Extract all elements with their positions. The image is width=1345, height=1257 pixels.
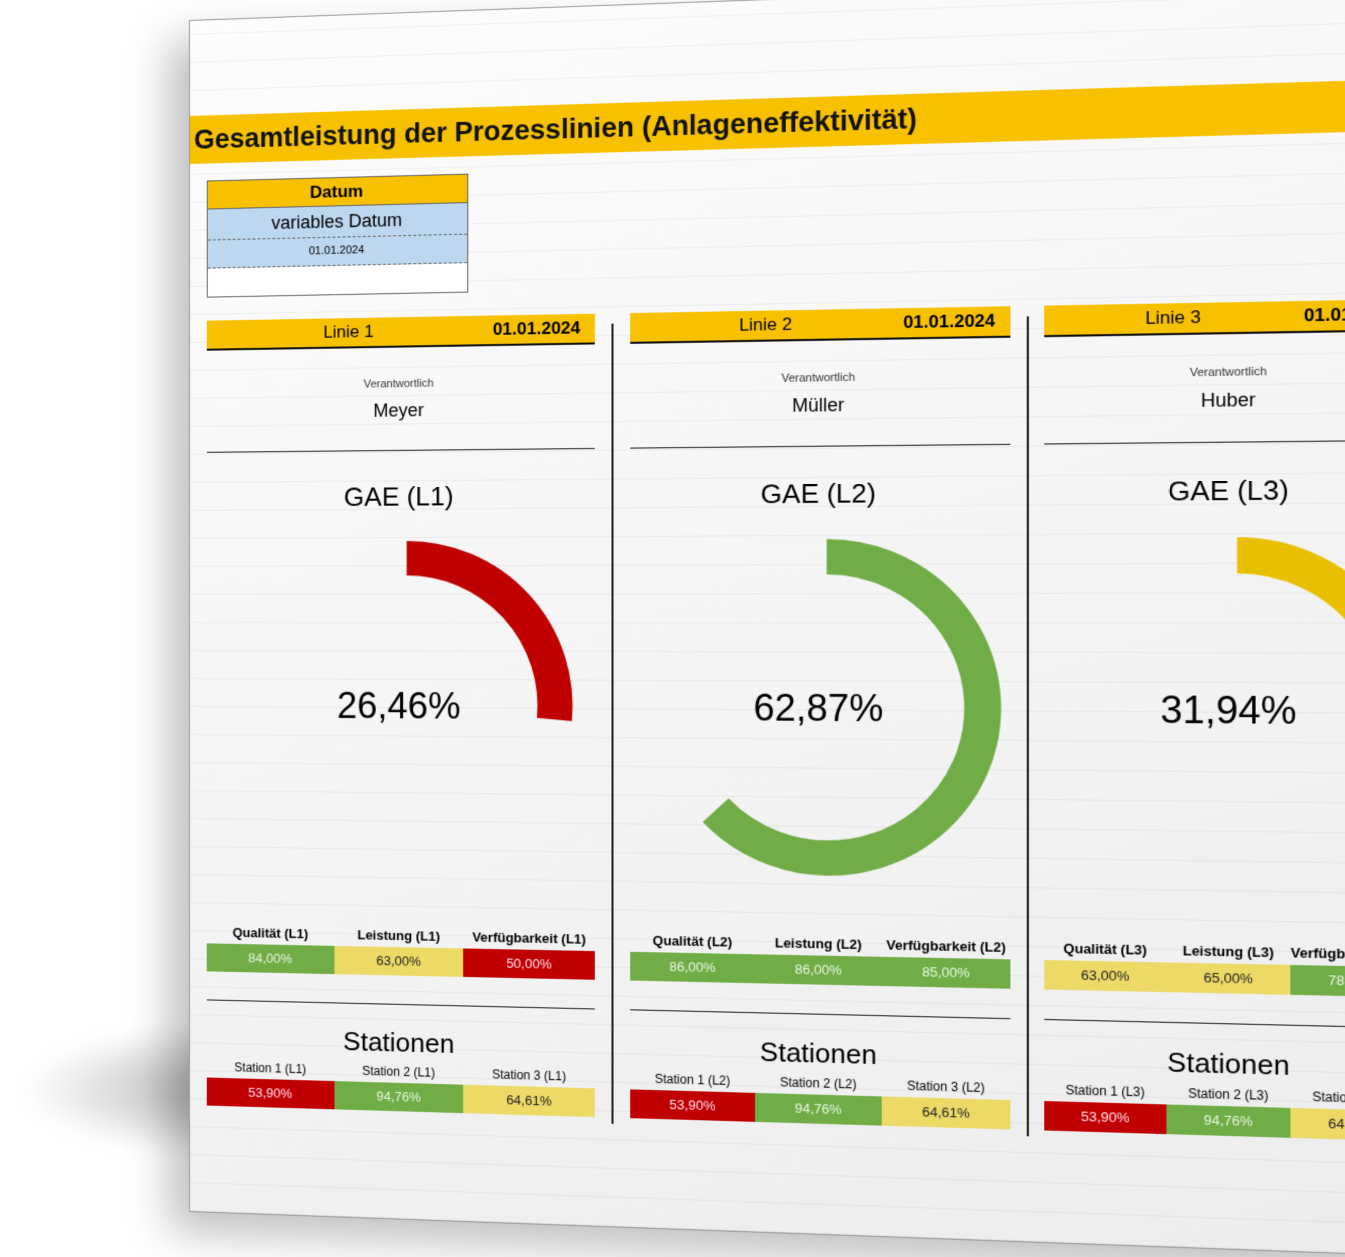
station-value: 94,76%: [334, 1081, 463, 1113]
station-value: 64,61%: [463, 1085, 594, 1117]
line-header: Linie 1 01.01.2024: [207, 314, 595, 351]
gae-title: GAE (L2): [630, 476, 1010, 511]
line-panel-2: Linie 2 01.01.2024 Verantwortlich Müller…: [630, 306, 1010, 1136]
column-divider: [611, 324, 613, 1124]
line-header: Linie 3 01.01.2024: [1044, 299, 1345, 337]
kpi-label: Leistung (L1): [334, 927, 463, 945]
kpi-value: 85,00%: [882, 957, 1011, 989]
line-header: Linie 2 01.01.2024: [630, 306, 1010, 344]
station-label: Station 3 (L2): [882, 1078, 1011, 1096]
station-value: 53,90%: [207, 1077, 334, 1109]
responsible-person: Müller: [630, 392, 1010, 418]
kpi-values: 63,00% 65,00% 78,00%: [1044, 960, 1345, 998]
gae-gauge: 26,46%: [207, 511, 595, 900]
station-label: Station 2 (L1): [334, 1063, 463, 1081]
responsible-label: Verantwortlich: [207, 375, 595, 393]
gae-title: GAE (L1): [207, 480, 595, 514]
date-box: Datum variables Datum 01.01.2024: [207, 174, 468, 298]
stations-title: Stationen: [1044, 1043, 1345, 1086]
kpi-labels: Qualität (L2) Leistung (L2) Verfügbarkeit …: [630, 932, 1010, 955]
station-label: Station 1 (L1): [207, 1059, 334, 1077]
kpi-value: 86,00%: [630, 952, 755, 983]
kpi-label: Verfügbarkeit (L1): [463, 929, 594, 947]
divider: [207, 448, 595, 453]
divider: [630, 444, 1010, 449]
gae-value: 62,87%: [630, 686, 1010, 732]
gauge-arc: [1237, 555, 1345, 776]
kpi-value: 65,00%: [1166, 962, 1290, 994]
station-value: 53,90%: [1044, 1101, 1166, 1134]
station-label: Station 1 (L3): [1044, 1082, 1166, 1100]
kpi-label: Verfügbarkeit (L2): [882, 937, 1011, 955]
responsible-person: Huber: [1044, 387, 1345, 414]
kpi-values: 84,00% 63,00% 50,00%: [207, 943, 595, 979]
station-value: 94,76%: [1166, 1104, 1290, 1137]
kpi-label: Qualität (L1): [207, 924, 334, 942]
kpi-label: Leistung (L3): [1166, 942, 1290, 960]
line-date: 01.01.2024: [493, 318, 581, 340]
station-values: 53,90% 94,76% 64,61%: [630, 1089, 1010, 1129]
empty-cell: [208, 263, 467, 297]
gae-gauge: 31,94%: [1044, 506, 1345, 914]
station-value: 64,61%: [882, 1096, 1011, 1129]
station-label: Station 3 (L3): [1290, 1089, 1345, 1107]
gae-title: GAE (L3): [1044, 473, 1345, 509]
divider: [207, 999, 595, 1009]
gae-value: 26,46%: [207, 684, 595, 729]
station-label: Station 2 (L2): [755, 1074, 882, 1092]
line-name: Linie 3: [1044, 305, 1304, 331]
column-divider: [1027, 316, 1029, 1136]
kpi-value: 50,00%: [463, 948, 594, 979]
gae-value: 31,94%: [1044, 688, 1345, 735]
line-panel-1: Linie 1 01.01.2024 Verantwortlich Meyer …: [207, 314, 595, 1124]
divider: [1044, 1019, 1345, 1029]
station-label: Station 3 (L1): [463, 1066, 594, 1084]
divider: [1044, 440, 1345, 445]
gae-gauge: 62,87%: [630, 509, 1010, 908]
station-label: Station 1 (L2): [630, 1071, 755, 1089]
stations-title: Stationen: [630, 1033, 1010, 1075]
divider: [630, 1009, 1010, 1019]
station-label: Station 2 (L3): [1166, 1085, 1290, 1103]
line-date: 01.01.2024: [1304, 304, 1345, 327]
responsible-person: Meyer: [207, 398, 595, 424]
spreadsheet-page: Gesamtleistung der Prozesslinien (Anlage…: [189, 0, 1345, 1257]
responsible-label: Verantwortlich: [1044, 363, 1345, 381]
station-value: 53,90%: [630, 1089, 755, 1121]
kpi-label: Verfügbarkeit (L3): [1290, 945, 1345, 963]
station-value: 64,61%: [1290, 1108, 1345, 1142]
line-name: Linie 1: [207, 320, 493, 345]
kpi-value: 63,00%: [334, 946, 463, 977]
kpi-value: 78,00%: [1290, 965, 1345, 998]
line-name: Linie 2: [630, 312, 903, 337]
line-panel-3: Linie 3 01.01.2024 Verantwortlich Huber …: [1044, 299, 1345, 1148]
kpi-label: Qualität (L2): [630, 932, 755, 950]
kpi-label: Leistung (L2): [755, 935, 882, 953]
line-date: 01.01.2024: [903, 311, 995, 334]
kpi-value: 84,00%: [207, 943, 334, 974]
kpi-labels: Qualität (L3) Leistung (L3) Verfügbarkeit …: [1044, 940, 1345, 963]
station-values: 53,90% 94,76% 64,61%: [1044, 1101, 1345, 1142]
kpi-value: 86,00%: [755, 954, 882, 986]
station-value: 94,76%: [755, 1093, 882, 1126]
responsible-label: Verantwortlich: [630, 369, 1010, 387]
stations-title: Stationen: [207, 1022, 595, 1063]
kpi-label: Qualität (L3): [1044, 940, 1166, 958]
kpi-value: 63,00%: [1044, 960, 1166, 992]
kpi-values: 86,00% 86,00% 85,00%: [630, 952, 1010, 989]
station-values: 53,90% 94,76% 64,61%: [207, 1077, 595, 1117]
